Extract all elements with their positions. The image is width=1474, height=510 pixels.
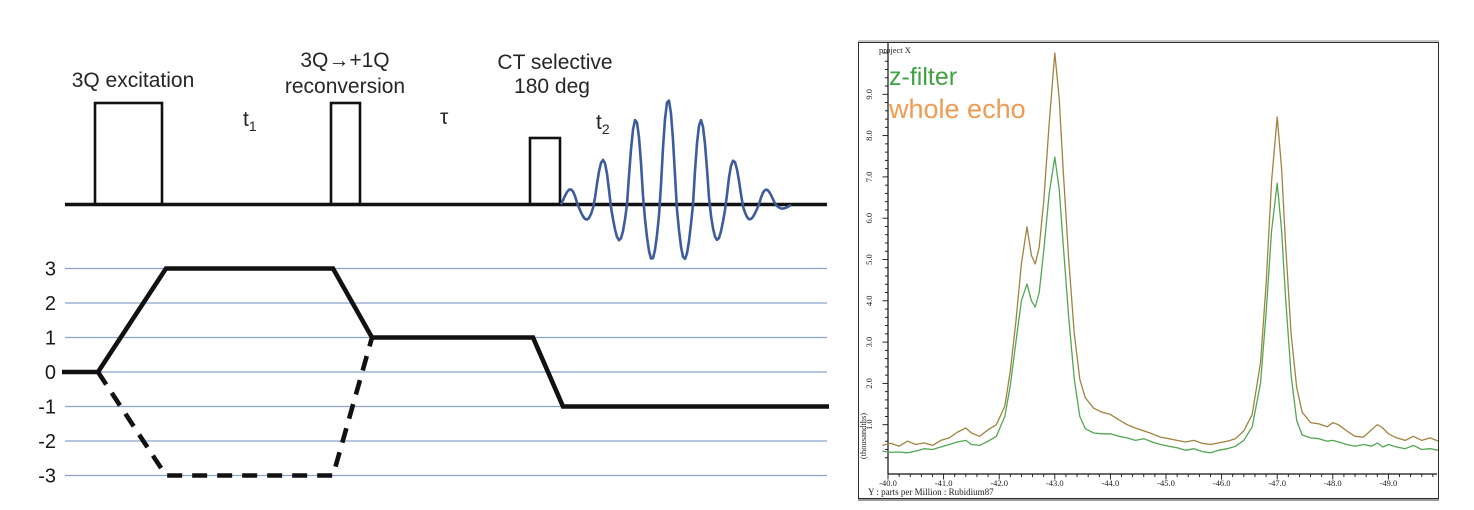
y-tick-label: 9.0 (864, 89, 874, 100)
x-tick-label: -44.0 (1102, 478, 1120, 488)
x-tick-label: -40.0 (879, 478, 897, 488)
excitation-pulse (93, 101, 164, 206)
axis-ticks (882, 52, 1434, 480)
x-tick-label: -41.0 (935, 478, 953, 488)
x-tick-label: -47.0 (1268, 478, 1286, 488)
t1-label: t1 (243, 108, 257, 134)
y-tick-label: 8.0 (864, 130, 874, 141)
coherence-level-label: 3 (45, 259, 56, 281)
tau-label: τ (440, 106, 449, 129)
coherence-level-grid (65, 267, 827, 477)
pulse-sequence-diagram: 3Q excitation 3Q→+1Q reconversion CT sel… (38, 49, 829, 488)
x-tick-label: -45.0 (1157, 478, 1175, 488)
x-tick-label: -49.0 (1380, 478, 1398, 488)
coherence-path-dashed (96, 336, 375, 478)
x-axis-title: Y : parts per Million : Rubidium87 (868, 487, 994, 497)
y-tick-label: 6.0 (864, 213, 874, 224)
x-tick-labels: -40.0 -41.0 -42.0 -43.0 -44.0 -45.0 -46.0 -47.0… (879, 478, 1397, 488)
coherence-level-label: 2 (45, 293, 56, 315)
y-tick-label: 7.0 (864, 172, 874, 183)
x-tick-label: -42.0 (990, 478, 1008, 488)
ct-label-line2: 180 deg (514, 75, 590, 98)
y-tick-label: 3.0 (864, 337, 874, 348)
excitation-label: 3Q excitation (72, 69, 195, 92)
coherence-level-labels: 3 2 1 0 -1 -2 -3 (38, 259, 56, 488)
y-tick-label: 2.0 (864, 378, 874, 389)
coherence-level-label: -3 (38, 466, 56, 488)
t2-label: t2 (596, 111, 610, 137)
trace-whole-echo (882, 52, 1438, 447)
y-tick-labels: 1.0 2.0 3.0 4.0 5.0 6.0 7.0 8.0 9.0 (864, 89, 874, 430)
spectrum-plot-window: -40.0 -41.0 -42.0 -43.0 -44.0 -45.0 -46.0 -47.0… (858, 42, 1439, 499)
spectrum-plot: -40.0 -41.0 -42.0 -43.0 -44.0 -45.0 -46.0 -47.0… (859, 43, 1438, 488)
echo-signal-waveform (559, 99, 792, 261)
spectrum-traces (882, 52, 1438, 454)
y-tick-label: 1.0 (864, 419, 874, 430)
ct-selective-pulse (528, 136, 562, 206)
x-tick-label: -46.0 (1213, 478, 1231, 488)
y-axis-unit-label: (thousandths) (859, 413, 868, 459)
coherence-path-solid (62, 266, 829, 409)
coherence-level-label: 1 (45, 328, 56, 350)
legend-z-filter: z-filter (889, 63, 958, 91)
trace-z-filter (882, 156, 1438, 454)
x-tick-label: -48.0 (1324, 478, 1342, 488)
coherence-level-label: 0 (45, 362, 56, 384)
x-tick-label: -43.0 (1046, 478, 1064, 488)
legend-whole-echo: whole echo (889, 94, 1026, 124)
reconversion-label-line2: reconversion (285, 75, 405, 98)
y-tick-label: 5.0 (864, 254, 874, 265)
plot-corner-title: project X (879, 45, 911, 55)
ct-label-line1: CT selective (497, 51, 612, 74)
coherence-level-label: -2 (38, 431, 56, 453)
reconversion-label-line1: 3Q→+1Q (300, 49, 389, 72)
reconversion-pulse (329, 101, 362, 206)
y-tick-label: 4.0 (864, 295, 874, 306)
coherence-level-label: -1 (38, 397, 56, 419)
